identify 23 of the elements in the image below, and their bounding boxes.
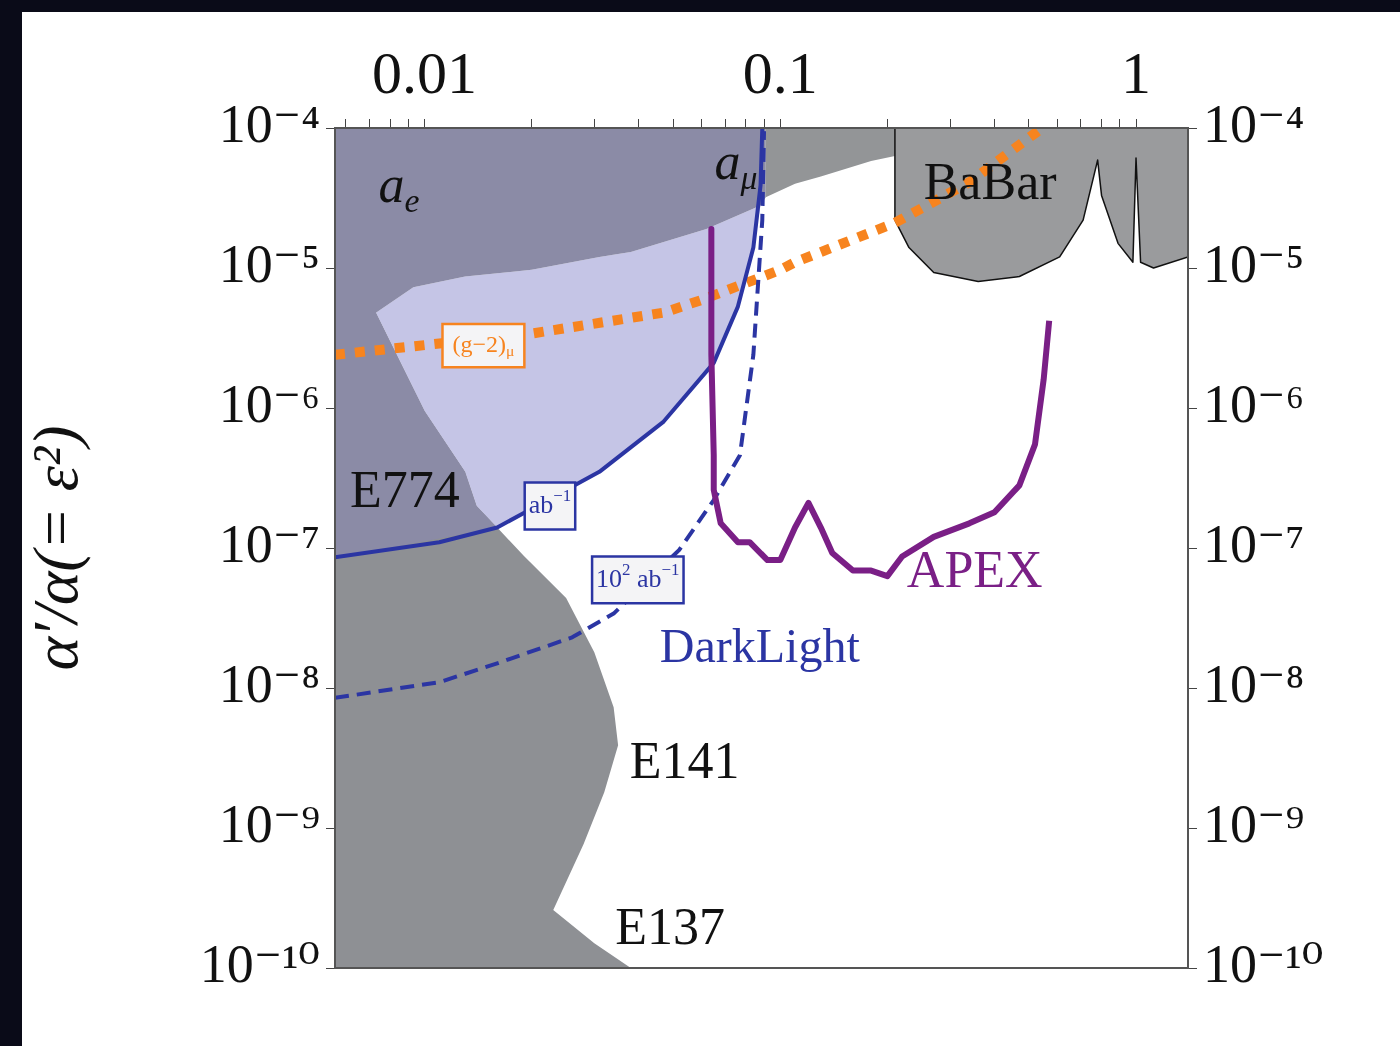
y-tick-label: 10⁻⁶ bbox=[1203, 374, 1305, 435]
series-label: APEX bbox=[906, 540, 1043, 598]
annotation: E137 bbox=[615, 897, 726, 955]
annotation: E141 bbox=[629, 731, 740, 789]
annotation: E774 bbox=[350, 461, 460, 519]
text: 10⁻⁹ bbox=[218, 794, 320, 855]
y-tick-label: 10⁻⁸ bbox=[1203, 654, 1305, 715]
y-tick-label: 10⁻⁷ bbox=[1203, 514, 1305, 575]
y-axis-title: α′/α(= ε²) bbox=[20, 425, 92, 671]
y-tick-label: 10⁻⁵ bbox=[1203, 234, 1305, 295]
y-tick-label: 10⁻¹⁰ bbox=[1203, 934, 1324, 995]
text: 10⁻⁴ bbox=[218, 94, 320, 155]
text: 10⁻⁷ bbox=[218, 514, 320, 575]
text: 10⁻¹⁰ bbox=[199, 934, 320, 995]
y-tick-label: 10⁻⁹ bbox=[1203, 794, 1305, 855]
text: 10⁻⁵ bbox=[218, 234, 320, 295]
x-tick-label: 0.01 bbox=[372, 39, 478, 106]
annotation: DarkLight bbox=[659, 619, 861, 673]
y-tick-label: 10⁻⁴ bbox=[1203, 94, 1305, 155]
text: 10⁻⁸ bbox=[218, 654, 320, 715]
text: 10⁻⁶ bbox=[218, 374, 320, 435]
x-tick-label: 1 bbox=[1121, 39, 1152, 106]
x-tick-label: 0.1 bbox=[742, 39, 818, 106]
